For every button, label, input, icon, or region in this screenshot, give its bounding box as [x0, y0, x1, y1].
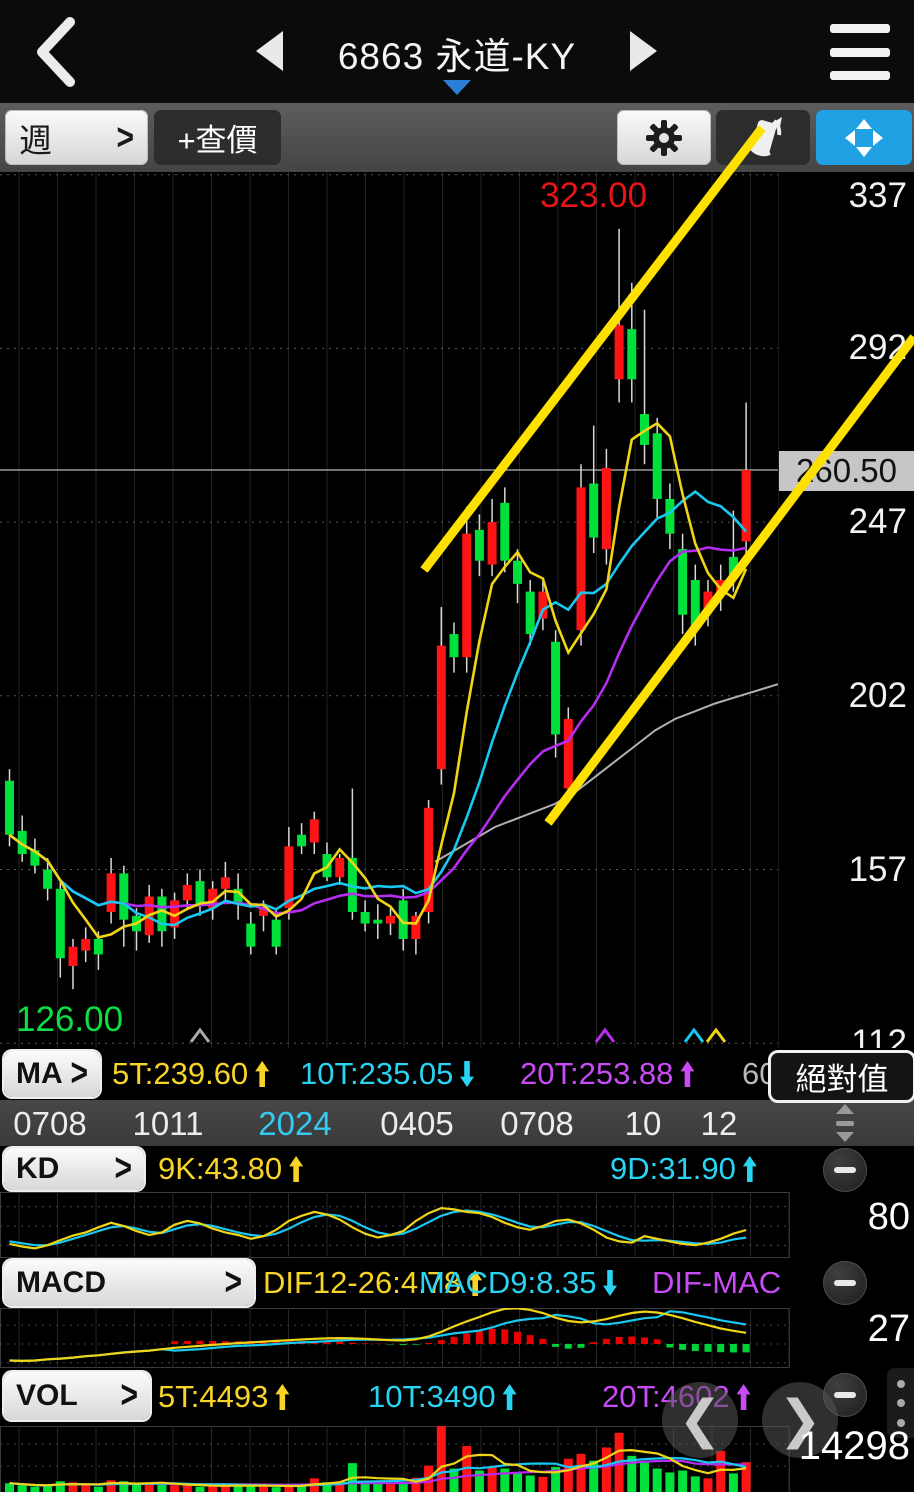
- settings-button[interactable]: [617, 110, 711, 165]
- vertical-resize-icon[interactable]: [833, 1104, 857, 1142]
- trend-up-icon: [680, 1061, 695, 1087]
- price-axis-label: 292: [848, 328, 907, 368]
- price-axis-label: 202: [848, 675, 907, 715]
- macd-indicator-row: MACD > DIF12-26:4.78 MACD9:8.35 DIF-MAC: [0, 1258, 914, 1308]
- macd-scale-label: 27: [867, 1308, 910, 1350]
- kd-indicator-row: KD > 9K:43.80 9D:31.90: [0, 1146, 914, 1192]
- kd-settings-button[interactable]: KD >: [4, 1147, 144, 1190]
- stock-title[interactable]: 6863 永道-KY: [337, 36, 577, 77]
- rotate-screen-button[interactable]: [716, 110, 810, 165]
- macd-value-label: MACD9:8.35: [419, 1265, 617, 1301]
- vol-value-label: 10T:3490: [368, 1379, 517, 1415]
- ma-value-label: 20T:253.88: [520, 1056, 695, 1092]
- trend-up-icon: [742, 1156, 757, 1182]
- macd-value-label: DIF12-26:4.78: [263, 1265, 483, 1301]
- scroll-left-button[interactable]: ❮: [662, 1382, 738, 1458]
- collapse-kd-button[interactable]: [823, 1148, 867, 1192]
- current-price-tag: 260.50: [779, 451, 914, 491]
- trend-up-icon: [275, 1384, 290, 1410]
- more-options-icon[interactable]: [887, 1368, 914, 1438]
- date-axis-label: 0405: [380, 1105, 454, 1142]
- chevron-right-icon: >: [116, 116, 134, 158]
- ma-value-label: 10T:235.05: [300, 1056, 474, 1092]
- ma-value-label: 5T:239.60: [112, 1056, 270, 1092]
- date-axis-label: 0708: [13, 1105, 87, 1142]
- next-stock-button[interactable]: [630, 31, 657, 71]
- period-low-label: 126.00: [16, 1000, 124, 1039]
- price-axis-label: 247: [848, 502, 907, 542]
- move-arrows-icon: [845, 118, 883, 157]
- trend-down-icon: [603, 1270, 617, 1296]
- price-axis-label: 337: [848, 176, 907, 215]
- vol-pane: [0, 1426, 790, 1492]
- main-chart-area[interactable]: [0, 172, 778, 1048]
- period-label: 週: [19, 121, 52, 159]
- date-axis-label: 0708: [500, 1105, 574, 1142]
- trend-down-icon: [460, 1061, 474, 1087]
- macd-settings-button[interactable]: MACD >: [4, 1260, 254, 1306]
- top-navigation-bar: 6863 永道-KY: [0, 0, 914, 103]
- trend-up-icon: [502, 1384, 517, 1410]
- macd-value-label: DIF-MAC: [652, 1265, 782, 1300]
- back-icon[interactable]: [28, 14, 84, 90]
- kd-value-label: 9D:31.90: [610, 1151, 757, 1187]
- ma-settings-button[interactable]: MA >: [4, 1051, 100, 1097]
- date-axis-label: 12: [700, 1105, 738, 1142]
- date-axis-label: 10: [624, 1105, 662, 1142]
- vol-indicator-row: VOL > 5T:4493 10T:3490 20T:4602: [0, 1368, 914, 1426]
- gear-icon: [646, 119, 682, 156]
- menu-icon[interactable]: [830, 24, 890, 80]
- chart-toolbar: 週 > +查價: [0, 103, 914, 172]
- date-axis[interactable]: 0708 1011 2024 0405 0708 10 12: [0, 1100, 914, 1146]
- title-dropdown-icon: [443, 80, 471, 95]
- macd-pane: [0, 1308, 790, 1368]
- kd-scale-label: 80: [867, 1196, 910, 1238]
- kd-value-label: 9K:43.80: [158, 1151, 304, 1187]
- trend-up-icon: [736, 1384, 751, 1410]
- period-high-label: 323.00: [540, 176, 648, 215]
- prev-stock-button[interactable]: [256, 31, 283, 71]
- price-axis-label: 157: [848, 849, 907, 889]
- add-quote-button[interactable]: +查價: [154, 110, 281, 165]
- scroll-right-button[interactable]: ❯: [762, 1382, 838, 1458]
- kd-pane: [0, 1192, 790, 1258]
- trend-up-icon: [289, 1156, 304, 1182]
- collapse-macd-button[interactable]: [823, 1261, 867, 1305]
- rotate-phone-icon: [748, 116, 782, 156]
- price-axis: 337 292 247 202 157 112: [778, 172, 914, 1062]
- vol-settings-button[interactable]: VOL >: [4, 1372, 150, 1420]
- vol-scale-label: 14298: [798, 1424, 910, 1468]
- absolute-value-button[interactable]: 絕對值: [768, 1050, 914, 1103]
- period-select-button[interactable]: 週 >: [5, 110, 148, 165]
- vol-value-label: 5T:4493: [158, 1379, 290, 1415]
- trend-up-icon: [255, 1061, 270, 1087]
- date-axis-label: 2024: [258, 1105, 332, 1142]
- expand-chart-button[interactable]: [816, 110, 912, 165]
- date-axis-label: 1011: [132, 1105, 204, 1142]
